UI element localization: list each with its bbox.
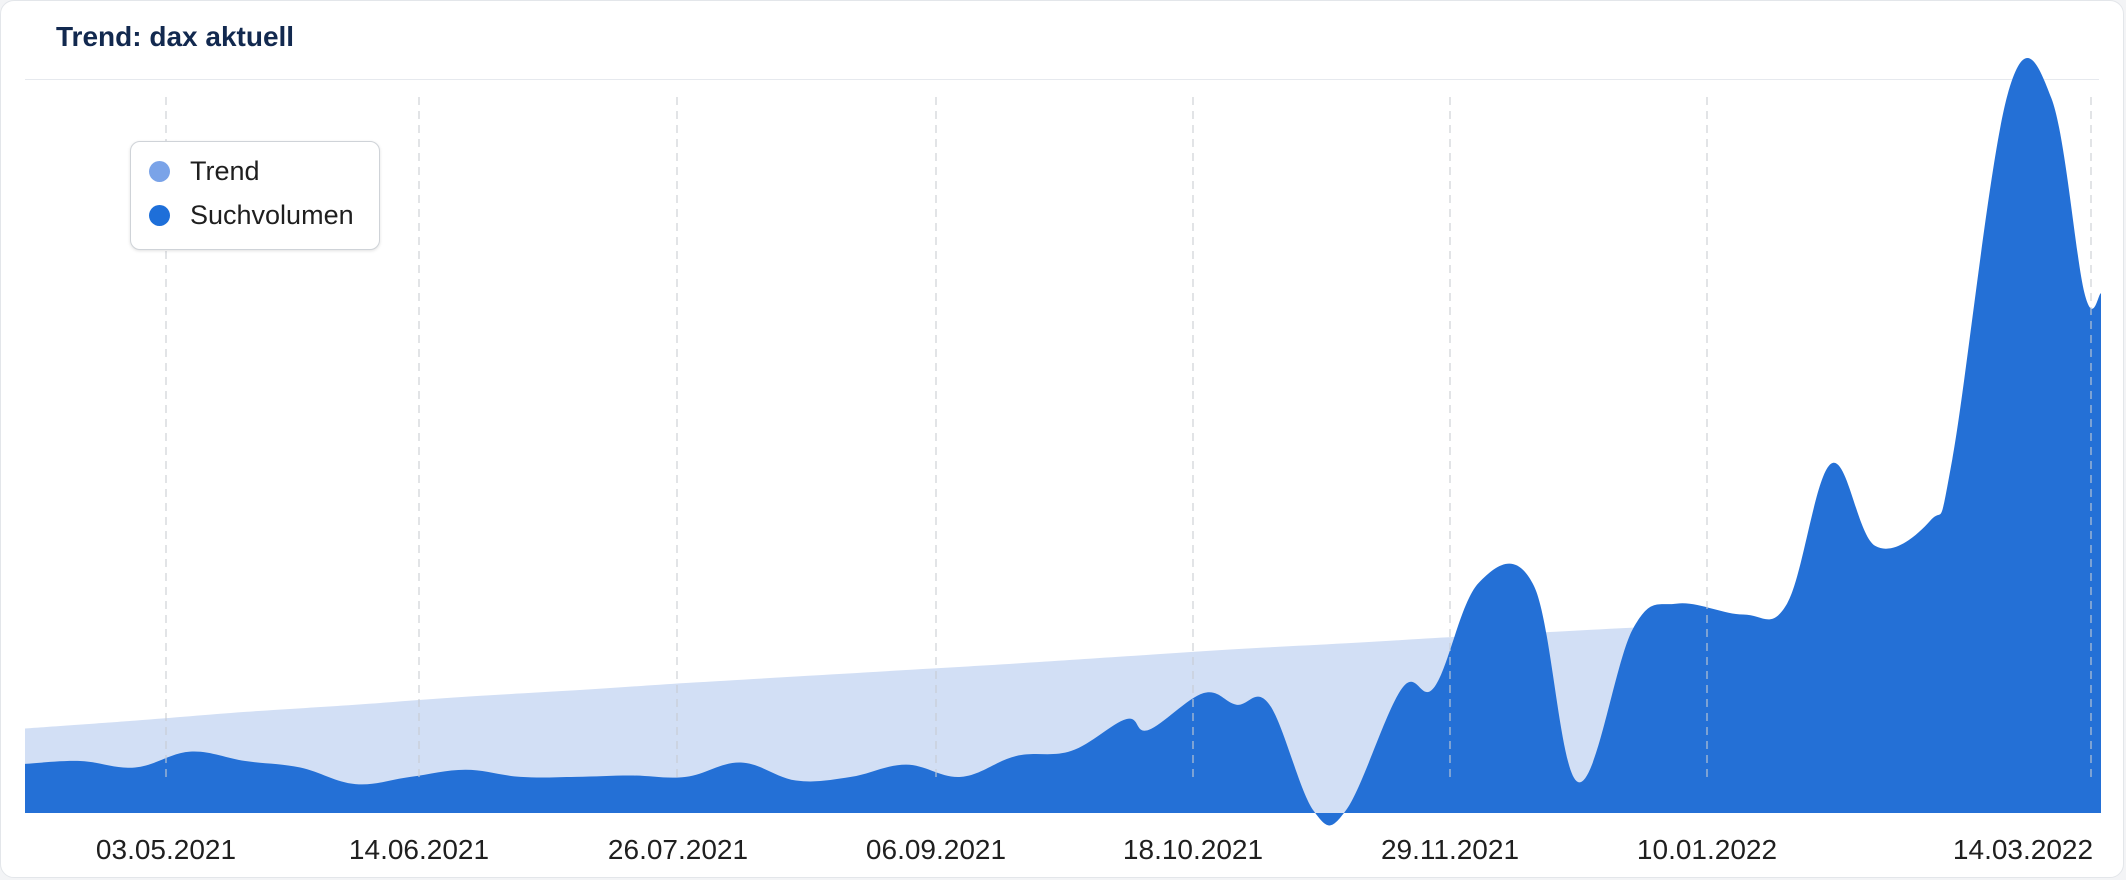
chart-legend: Trend Suchvolumen bbox=[130, 141, 380, 250]
x-tick-label: 26.07.2021 bbox=[608, 834, 748, 865]
x-tick-label: 14.03.2022 bbox=[1953, 834, 2093, 865]
x-tick-label: 29.11.2021 bbox=[1381, 834, 1519, 865]
series-area-suchvolumen bbox=[25, 57, 2101, 826]
legend-item-suchvolumen[interactable]: Suchvolumen bbox=[149, 200, 354, 231]
legend-label-suchvolumen: Suchvolumen bbox=[190, 200, 354, 230]
title-divider bbox=[25, 79, 2099, 80]
x-tick-label: 14.06.2021 bbox=[349, 834, 489, 865]
x-tick-label: 03.05.2021 bbox=[96, 834, 236, 865]
x-tick-label: 10.01.2022 bbox=[1637, 834, 1777, 865]
x-tick-label: 18.10.2021 bbox=[1123, 834, 1263, 865]
x-tick-label: 06.09.2021 bbox=[866, 834, 1006, 865]
chart-title: Trend: dax aktuell bbox=[56, 21, 295, 52]
legend-label-trend: Trend bbox=[190, 156, 260, 186]
legend-item-trend[interactable]: Trend bbox=[149, 156, 260, 187]
legend-dot-suchvolumen bbox=[149, 205, 170, 226]
legend-dot-trend bbox=[149, 161, 170, 182]
